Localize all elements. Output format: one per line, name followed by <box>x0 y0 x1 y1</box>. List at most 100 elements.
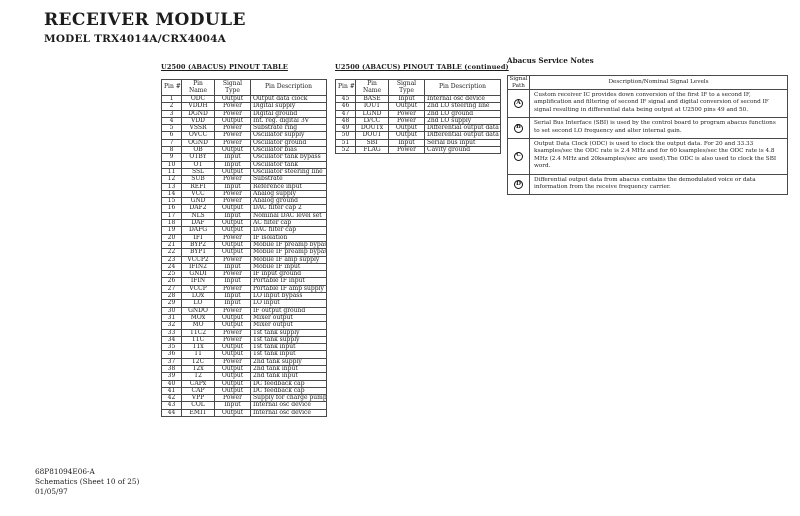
service-note-row: D Differential output data from abacus co… <box>507 173 788 196</box>
table-cell: Power <box>214 394 251 403</box>
table-cell: 36 <box>161 350 182 359</box>
table-cell: IFIN2 <box>181 262 215 272</box>
table-cell: 41 <box>161 386 182 396</box>
table-cell: T2x <box>181 364 215 374</box>
table-cell: Analog supply <box>250 189 327 199</box>
table-cell: 32 <box>161 321 182 330</box>
table-row: 13 REFI Input Reference input <box>161 182 327 191</box>
table-cell: Output <box>214 204 251 213</box>
signal-path-cell: C <box>507 138 530 175</box>
table-row: 47 LGND Power 2nd LO ground <box>335 109 501 118</box>
table-cell: Output <box>388 124 425 133</box>
table-cell: Output <box>214 226 251 235</box>
table-cell: Internal osc device <box>424 94 501 104</box>
table-cell: Power <box>214 109 251 118</box>
table-cell: Power <box>388 109 425 118</box>
table-cell: Power <box>214 175 251 184</box>
table-row: 10 OT Input Oscillator tank <box>161 160 327 169</box>
service-note-row: C Output Data Clock (ODC) is used to cloc… <box>507 138 788 175</box>
table-cell: VCC <box>181 189 215 199</box>
table-cell: Output <box>214 379 251 388</box>
table-cell: Differential output data <box>424 131 501 140</box>
table-row: 15 GND Power Analog ground <box>161 197 327 206</box>
table-cell: NLS <box>181 211 215 221</box>
table-cell: LGND <box>355 109 389 118</box>
table-cell: Power <box>214 270 251 279</box>
table-row: 5 VSSR Power Substrate ring <box>161 124 327 133</box>
table-cell: GNDO <box>181 306 215 315</box>
table-cell: LVCC <box>355 116 389 126</box>
table-row: 25 GNDI Power IF input ground <box>161 270 327 279</box>
table-cell: DC feedback cap <box>250 386 327 396</box>
table-cell: Input <box>214 211 251 221</box>
table-cell: 11 <box>161 167 182 177</box>
table-cell: 49 <box>335 124 356 133</box>
table-cell: Power <box>214 284 251 294</box>
table-cell: 2nd LO supply <box>424 116 501 126</box>
table-cell: 45 <box>335 94 356 104</box>
table-cell: 18 <box>161 219 182 228</box>
table-row: 1 ODC Output Output data clock <box>161 94 327 104</box>
table-cell: Input <box>388 94 425 104</box>
table-cell: 2 <box>161 102 182 111</box>
table-cell: DAC filter cap 2 <box>250 204 327 213</box>
table-cell: Power <box>214 328 251 337</box>
table-cell: Digital supply <box>250 102 327 111</box>
table-cell: DAFG <box>181 226 215 235</box>
page-title: RECEIVER MODULE <box>44 10 246 30</box>
table-row: 52 FLAG Power Cavity ground <box>335 146 501 155</box>
table-cell: VDD <box>181 116 215 126</box>
table-cell: Oscillator tank bypass <box>250 153 327 162</box>
table-cell: Power <box>214 124 251 133</box>
table-cell: Substrate <box>250 175 327 184</box>
table-cell: Serial bus input <box>424 138 501 148</box>
table-cell: T1C <box>181 335 215 345</box>
table-cell: 4 <box>161 116 182 126</box>
table-cell: 2nd LO steering line <box>424 102 501 111</box>
signal-path-letter: D <box>514 180 523 190</box>
table-cell: 24 <box>161 262 182 272</box>
service-notes-title: Abacus Service Notes <box>507 56 594 65</box>
document-header: RECEIVER MODULE MODEL TRX4014A/CRX4004A <box>44 11 246 45</box>
table-cell: 23 <box>161 255 182 264</box>
table-row: 37 T2C Power 2nd tank supply <box>161 357 327 367</box>
column-header-signal-type: Signal Type <box>214 79 251 96</box>
table-cell: Digital ground <box>250 109 327 118</box>
table-cell: VCCP <box>181 284 215 294</box>
table-cell: 17 <box>161 211 182 221</box>
table-cell: 48 <box>335 116 356 126</box>
table-cell: Power <box>214 131 251 140</box>
table-cell: REFI <box>181 182 215 191</box>
table-row: 46 IOUT Output 2nd LO steering line <box>335 102 501 111</box>
table-row: 24 IFIN2 Input Mobile IF input <box>161 262 327 272</box>
table-cell: 6 <box>161 131 182 140</box>
table-cell: T1 <box>181 350 215 359</box>
table-cell: Output <box>214 94 251 104</box>
page-subtitle: MODEL TRX4014A/CRX4004A <box>44 32 227 45</box>
table-cell: Int. reg. digital 3V <box>250 116 327 126</box>
table-cell: 1st tank input <box>250 350 327 359</box>
table-cell: Output <box>214 116 251 126</box>
table-row: 35 T1x Output 1st tank input <box>161 343 327 352</box>
table-cell: Power <box>214 197 251 206</box>
footer-sheet-info: Schematics (Sheet 10 of 25) <box>35 477 140 487</box>
table-cell: Output <box>214 146 251 155</box>
table-row: 18 DAF Output AC filter cap <box>161 219 327 228</box>
table-cell: 35 <box>161 343 182 352</box>
column-header-pin-description: Pin Description <box>424 79 501 96</box>
table-cell: 2nd LO ground <box>424 109 501 118</box>
table-row: 40 CAPx Output DC feedback cap <box>161 379 327 388</box>
table-cell: Output <box>214 386 251 396</box>
header-row: Pin # Pin Name Signal Type Pin Descripti… <box>335 79 501 96</box>
table-cell: 37 <box>161 357 182 367</box>
table-cell: GND <box>181 197 215 206</box>
table-cell: EMIT <box>181 408 215 418</box>
service-note-row: B Serial Bus Interface (SBI) is used by t… <box>507 117 788 140</box>
pinout-table-header: Pin # Pin Name Signal Type Pin Descripti… <box>161 79 327 96</box>
table-row: 8 OB Output Oscillator bias <box>161 146 327 155</box>
table-cell: Oscillator ground <box>250 138 327 148</box>
signal-path-description: Custom receiver IC provides down convers… <box>529 88 788 119</box>
table-row: 16 DAF2 Output DAC filter cap 2 <box>161 204 327 213</box>
table-cell: Oscillator tank <box>250 160 327 169</box>
